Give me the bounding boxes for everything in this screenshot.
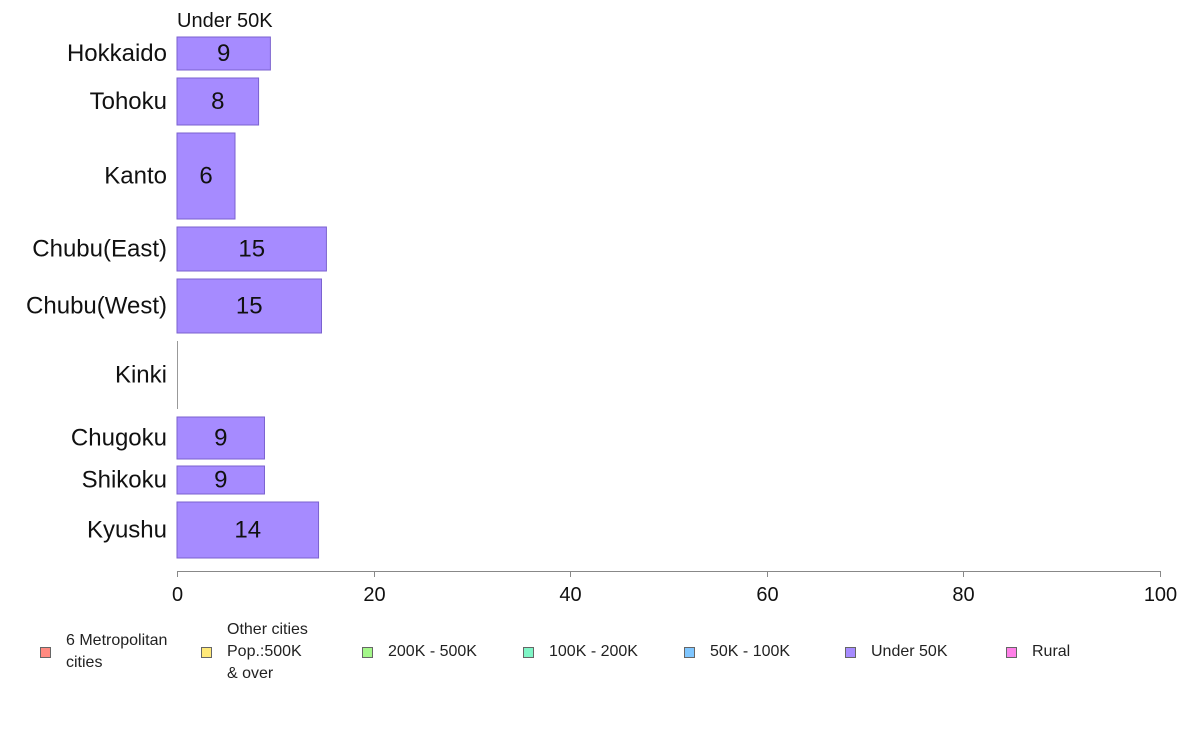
category-label: Kinki [115,362,167,389]
x-tick-label: 0 [172,584,183,606]
legend-item: Other cities Pop.:500K & over [201,619,308,685]
category-label: Shikoku [82,467,167,494]
chart-title: Under 50K [177,10,273,32]
bar [176,132,236,220]
bar [176,501,320,559]
bar [176,77,260,126]
legend-item: 50K - 100K [684,641,790,663]
category-label: Chubu(West) [26,293,167,320]
x-tick-label: 100 [1144,584,1177,606]
category-label: Kanto [104,163,167,190]
legend-swatch [523,646,534,658]
x-tick-label: 40 [559,584,581,606]
legend: 6 Metropolitan cities Other cities Pop.:5… [0,618,1188,698]
bar-value-label: 8 [211,88,224,115]
bar [176,36,271,71]
legend-label: Other cities Pop.:500K & over [227,621,308,682]
x-tick-label: 80 [952,584,974,606]
chart: Under 50K Hokkaido 9 Tohoku 8 Kanto 6 Chubu(Eas… [26,10,1177,606]
legend-swatch [684,646,695,658]
legend-item: Rural [1006,641,1070,663]
bar [176,416,265,460]
bar-value-label: 14 [234,517,261,544]
bar-value-label: 15 [236,293,263,320]
bar-value-label: 9 [214,467,227,494]
legend-swatch [1006,646,1017,658]
category-label: Chugoku [71,425,167,452]
legend-label: Rural [1032,643,1071,660]
x-tick-label: 20 [363,584,385,606]
legend-label: 6 Metropolitan cities [66,632,168,671]
legend-item: 100K - 200K [523,641,638,663]
category-label: Hokkaido [67,40,167,67]
category-label: Chubu(East) [32,236,167,263]
category-label: Tohoku [90,88,167,115]
legend-swatch [201,646,212,658]
legend-swatch [362,646,373,658]
legend-label: 200K - 500K [388,643,477,660]
legend-label: 100K - 200K [549,643,638,660]
legend-label: 50K - 100K [710,643,791,660]
legend-item: 200K - 500K [362,641,477,663]
x-tick-label: 60 [756,584,778,606]
bar [176,278,323,334]
legend-swatch [845,646,856,658]
bar-value-label: 15 [238,236,265,263]
bar [176,465,265,495]
legend-label: Under 50K [871,643,948,660]
legend-swatch [40,646,51,658]
bar-value-label: 6 [199,163,212,190]
category-label: Kyushu [87,517,167,544]
legend-item: Under 50K [845,641,948,663]
bar-value-label: 9 [214,425,227,452]
bar [176,226,327,272]
legend-item: 6 Metropolitan cities [40,630,167,674]
bar-value-label: 9 [217,40,230,67]
